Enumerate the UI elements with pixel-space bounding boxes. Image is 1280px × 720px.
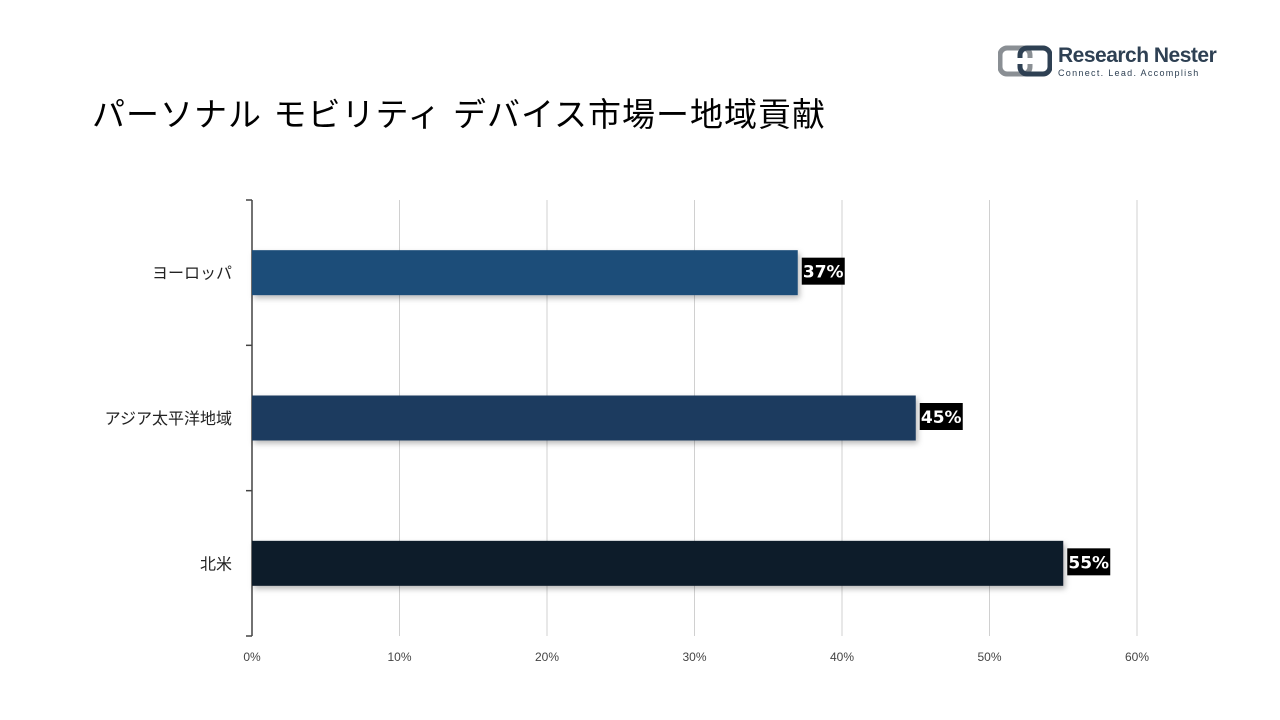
logo-tagline: Connect. Lead. Accomplish <box>1058 67 1200 78</box>
data-label: 55% <box>1068 553 1109 573</box>
x-tick-label: 30% <box>682 650 706 664</box>
x-tick-label: 50% <box>977 650 1001 664</box>
bar <box>252 395 916 441</box>
data-label: 45% <box>921 408 962 428</box>
bars <box>252 250 1064 586</box>
x-tick-label: 0% <box>243 650 261 664</box>
data-label: 37% <box>803 263 844 283</box>
x-tick-label: 40% <box>830 650 854 664</box>
research-nester-logo-icon <box>998 45 1052 77</box>
x-tick-label: 20% <box>535 650 559 664</box>
page-title: パーソナル モビリティ デバイス市場ー地域貢献 <box>92 95 827 134</box>
logo-name: Research Nester <box>1058 43 1217 67</box>
data-label-background <box>801 257 845 285</box>
brand-logo: Research Nester Connect. Lead. Accomplis… <box>998 43 1217 78</box>
category-label: アジア太平洋地域 <box>105 409 232 428</box>
category-label: 北米 <box>200 554 232 573</box>
labels: 0% 10% 20% 30% 40% 50% 60% ヨーロッパ 37% アジア太平洋地域 45% 北… <box>105 257 1149 664</box>
data-label-background <box>1067 548 1111 576</box>
bar <box>252 540 1064 586</box>
category-axis <box>246 199 253 637</box>
x-tick-label: 10% <box>387 650 411 664</box>
category-label: ヨーロッパ <box>152 264 232 283</box>
x-tick-label: 60% <box>1125 650 1149 664</box>
bar <box>252 250 798 296</box>
data-label-background <box>919 403 963 430</box>
